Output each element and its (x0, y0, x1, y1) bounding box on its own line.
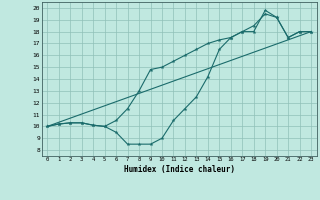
X-axis label: Humidex (Indice chaleur): Humidex (Indice chaleur) (124, 165, 235, 174)
